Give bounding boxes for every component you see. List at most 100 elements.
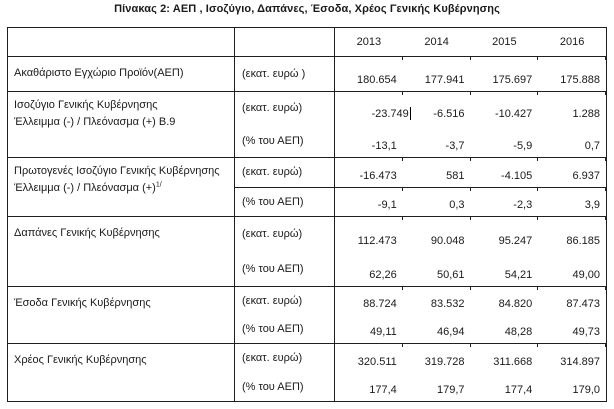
row-data-area: (εκατ. ευρώ) -23.749 -6.516 -10.427 1.28… xyxy=(235,92,606,157)
row-label-line: Έλλειμμα (-) / Πλεόνασμα (+)1/ xyxy=(14,180,230,197)
unit-cell: (εκατ. ευρώ) xyxy=(235,158,335,187)
value-cell: 86.185 xyxy=(538,217,606,252)
value-cell-editing[interactable]: -23.749 xyxy=(335,92,411,125)
table-row-primary-balance: Πρωτογενές Ισοζύγιο Γενικής Κυβέρνησης Έ… xyxy=(8,158,606,217)
cell-value: -13,1 xyxy=(371,140,397,152)
cell-value: 112.473 xyxy=(357,234,397,247)
row-label-line: Ισοζύγιο Γενικής Κυβέρνησης xyxy=(14,99,158,111)
year-column-header: 2016 xyxy=(559,36,585,48)
unit-cell: (% του ΑΕΠ) xyxy=(235,315,335,343)
cell-value: 175.697 xyxy=(492,74,533,86)
value-cell: 175.697 xyxy=(471,57,539,91)
table-row-revenue: Έσοδα Γενικής Κυβέρνησης (εκατ. ευρώ) 88… xyxy=(8,287,606,344)
value-cell: 87.473 xyxy=(538,287,606,315)
cell-value: -10.427 xyxy=(494,107,533,120)
value-cell: 311.668 xyxy=(471,344,539,373)
cell-value: 3,9 xyxy=(584,199,600,211)
value-cell: -4.105 xyxy=(471,158,539,187)
value-cell: 180.654 xyxy=(335,57,403,91)
cell-value: 54,21 xyxy=(504,269,533,281)
row-label-line: Χρέος Γενικής Κυβέρνησης xyxy=(14,354,147,366)
value-cell: 62,26 xyxy=(335,252,403,287)
value-cell: -5,9 xyxy=(471,125,539,158)
value-cell: 48,28 xyxy=(471,315,539,343)
sub-row: (% του ΑΕΠ) 49,11 46,94 48,28 49,73 xyxy=(235,315,606,343)
value-cell: 49,73 xyxy=(538,315,606,343)
year-column-header: 2014 xyxy=(424,36,449,48)
footnote-marker: 1/ xyxy=(155,181,162,189)
value-cell: 3,9 xyxy=(538,187,606,217)
header-empty-unit-cell xyxy=(235,28,335,56)
value-cell: 581 xyxy=(403,158,471,187)
cell-value: 314.897 xyxy=(560,355,600,368)
value-cell: -3,7 xyxy=(403,125,471,158)
table-row-gdp: Ακαθάριστο Εγχώριο Προϊόν(ΑΕΠ) (εκατ. ευ… xyxy=(8,57,606,92)
data-table: 2013 2014 2015 2016 Ακαθάριστο Εγχώριο Π… xyxy=(7,27,607,402)
row-label-line: Πρωτογενές Ισοζύγιο Γενικής Κυβέρνησης xyxy=(14,165,220,177)
row-label-line: Έλλειμμα (-) / Πλεόνασμα (+) B.9 xyxy=(14,116,176,128)
value-cell: 50,61 xyxy=(403,252,471,287)
value-cell: 54,21 xyxy=(471,252,539,287)
cell-value: 581 xyxy=(446,169,465,182)
value-cell: 314.897 xyxy=(538,344,606,373)
year-column-header: 2013 xyxy=(356,36,382,48)
value-cell: 177,4 xyxy=(335,373,403,402)
value-cell: 49,00 xyxy=(538,252,606,287)
row-label-text: Έλλειμμα (-) / Πλεόνασμα (+) xyxy=(14,182,156,194)
value-cell: 179,0 xyxy=(538,373,606,402)
row-data-area: (εκατ. ευρώ ) 180.654 177.941 175.697 17… xyxy=(235,57,606,91)
value-cell: 83.532 xyxy=(403,287,471,315)
value-cell: -10.427 xyxy=(471,92,539,125)
row-label-line: Έσοδα Γενικής Κυβέρνησης xyxy=(14,297,151,309)
cell-value: 177.941 xyxy=(424,74,465,86)
row-data-area: (εκατ. ευρώ) 320.511 319.728 311.668 314… xyxy=(235,344,606,401)
value-cell: 49,11 xyxy=(335,315,403,343)
row-label: Έσοδα Γενικής Κυβέρνησης xyxy=(8,287,235,343)
cell-value: 49,73 xyxy=(572,326,600,338)
unit-cell: (% του ΑΕΠ) xyxy=(235,372,335,401)
cell-value: 49,00 xyxy=(572,269,600,281)
table-row-balance: Ισοζύγιο Γενικής Κυβέρνησης Έλλειμμα (-)… xyxy=(8,92,606,158)
value-cell: 95.247 xyxy=(471,217,539,252)
row-label-line: Δαπάνες Γενικής Κυβέρνησης xyxy=(14,227,160,239)
unit-cell: (% του ΑΕΠ) xyxy=(235,124,335,157)
value-cell: 177.941 xyxy=(403,57,471,91)
sub-row: (εκατ. ευρώ) 88.724 83.532 84.820 87.473 xyxy=(235,287,606,315)
text-cursor xyxy=(409,106,411,120)
cell-value: 177,4 xyxy=(504,384,533,396)
value-cell: 46,94 xyxy=(403,315,471,343)
sub-row: (εκατ. ευρώ ) 180.654 177.941 175.697 17… xyxy=(235,57,606,91)
unit-cell: (εκατ. ευρώ ) xyxy=(235,57,335,91)
sub-row: (εκατ. ευρώ) -23.749 -6.516 -10.427 1.28… xyxy=(235,92,606,125)
unit-cell: (εκατ. ευρώ) xyxy=(235,344,335,373)
row-data-area: (εκατ. ευρώ) -16.473 581 -4.105 6.937 (%… xyxy=(235,158,606,216)
cell-value: 179,0 xyxy=(572,384,600,396)
value-cell: -6.516 xyxy=(403,92,471,125)
table-header-row: 2013 2014 2015 2016 xyxy=(8,28,606,57)
cell-value: 95.247 xyxy=(498,234,533,247)
row-label: Ακαθάριστο Εγχώριο Προϊόν(ΑΕΠ) xyxy=(8,57,235,91)
value-cell: 0,7 xyxy=(538,125,606,158)
cell-value: 49,11 xyxy=(370,326,397,338)
row-data-area: (εκατ. ευρώ) 88.724 83.532 84.820 87.473… xyxy=(235,287,606,343)
sub-row: (εκατ. ευρώ) 112.473 90.048 95.247 86.18… xyxy=(235,217,606,252)
cell-value: 87.473 xyxy=(566,298,600,310)
cell-value: 50,61 xyxy=(436,269,465,281)
cell-value: 84.820 xyxy=(498,298,533,310)
cell-value: -9,1 xyxy=(377,199,397,211)
value-cell: -2,3 xyxy=(471,187,539,217)
value-cell: 0,3 xyxy=(403,187,471,217)
table-row-expenditure: Δαπάνες Γενικής Κυβέρνησης (εκατ. ευρώ) … xyxy=(8,217,606,287)
cell-value: 46,94 xyxy=(436,326,465,338)
cell-value: 62,26 xyxy=(369,269,397,281)
sub-row: (% του ΑΕΠ) 62,26 50,61 54,21 49,00 xyxy=(235,251,606,287)
row-label: Δαπάνες Γενικής Κυβέρνησης xyxy=(8,217,235,286)
sub-row: (% του ΑΕΠ) -9,1 0,3 -2,3 3,9 xyxy=(235,187,606,217)
row-label-line: Ακαθάριστο Εγχώριο Προϊόν(ΑΕΠ) xyxy=(14,67,184,79)
unit-cell: (εκατ. ευρώ) xyxy=(235,92,335,125)
sub-row: (εκατ. ευρώ) -16.473 581 -4.105 6.937 xyxy=(235,158,606,188)
cell-value: 0,7 xyxy=(584,140,600,152)
row-label: Ισοζύγιο Γενικής Κυβέρνησης Έλλειμμα (-)… xyxy=(8,92,235,157)
cell-value: 0,3 xyxy=(449,199,465,211)
